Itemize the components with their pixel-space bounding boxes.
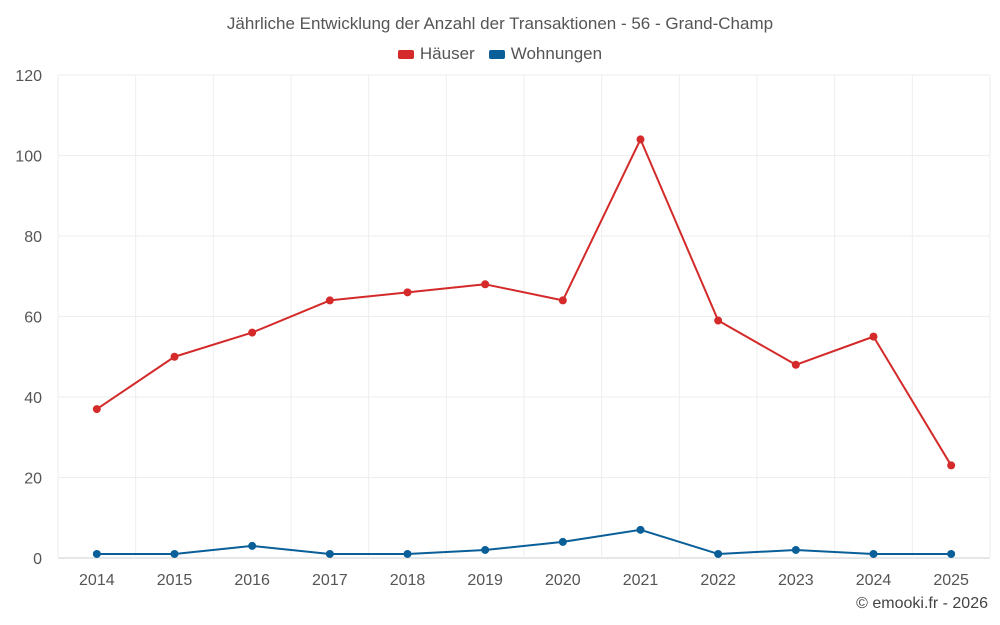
data-point[interactable] [92, 405, 101, 414]
data-point[interactable] [714, 549, 723, 558]
data-point[interactable] [481, 280, 490, 289]
x-tick-label: 2014 [79, 572, 115, 589]
x-tick-label: 2016 [234, 572, 270, 589]
data-point[interactable] [403, 549, 412, 558]
data-point[interactable] [248, 541, 257, 550]
data-point[interactable] [325, 549, 334, 558]
data-point[interactable] [481, 545, 490, 554]
x-tick-label: 2021 [623, 572, 659, 589]
data-point[interactable] [558, 296, 567, 305]
credit-text: © emooki.fr - 2026 [856, 595, 988, 612]
legend: Häuser Wohnungen [0, 44, 1000, 64]
data-point[interactable] [636, 525, 645, 534]
grid [57, 74, 991, 559]
legend-swatch-haeuser [397, 49, 414, 59]
legend-label-haeuser: Häuser [419, 44, 475, 63]
x-tick-label: 2023 [778, 572, 814, 589]
data-point[interactable] [403, 288, 412, 297]
data-point[interactable] [791, 545, 800, 554]
legend-label-wohnungen: Wohnungen [510, 44, 603, 63]
x-tick-label: 2019 [467, 572, 503, 589]
legend-item-wohnungen[interactable]: Wohnungen [488, 44, 603, 64]
y-axis-ticks: 0 20 40 60 80 100 120 [15, 68, 42, 568]
x-tick-label: 2020 [545, 572, 581, 589]
data-point[interactable] [714, 316, 723, 325]
series-line [96, 138, 953, 466]
data-point[interactable] [170, 352, 179, 361]
data-point[interactable] [869, 549, 878, 558]
chart-title: Jährliche Entwicklung der Anzahl der Tra… [226, 14, 774, 33]
data-point[interactable] [947, 549, 956, 558]
y-tick-label: 120 [15, 68, 42, 85]
data-point[interactable] [92, 549, 101, 558]
data-point[interactable] [869, 332, 878, 341]
series-line [96, 528, 952, 555]
data-point[interactable] [791, 360, 800, 369]
data-point[interactable] [558, 537, 567, 546]
y-tick-label: 60 [24, 310, 42, 327]
data-point[interactable] [636, 135, 645, 144]
x-axis-ticks: 2014 2015 2016 2017 2018 2019 2020 2021 2022 2023… [79, 572, 969, 589]
series-wohnungen [92, 525, 956, 558]
y-tick-label: 20 [24, 471, 42, 488]
data-point[interactable] [325, 296, 334, 305]
x-tick-label: 2025 [933, 572, 969, 589]
data-point[interactable] [170, 549, 179, 558]
data-point[interactable] [248, 328, 257, 337]
legend-item-haeuser[interactable]: Häuser [397, 44, 475, 64]
x-tick-label: 2015 [157, 572, 193, 589]
x-tick-label: 2018 [390, 572, 426, 589]
y-tick-label: 0 [33, 551, 42, 568]
y-tick-label: 80 [24, 229, 42, 246]
x-tick-label: 2024 [856, 572, 892, 589]
y-tick-label: 100 [15, 149, 42, 166]
series-haeuser [92, 135, 956, 470]
x-tick-label: 2017 [312, 572, 348, 589]
legend-swatch-wohnungen [488, 49, 505, 59]
y-tick-label: 40 [24, 390, 42, 407]
data-point[interactable] [947, 461, 956, 470]
series-layer [92, 135, 956, 558]
x-tick-label: 2022 [700, 572, 736, 589]
